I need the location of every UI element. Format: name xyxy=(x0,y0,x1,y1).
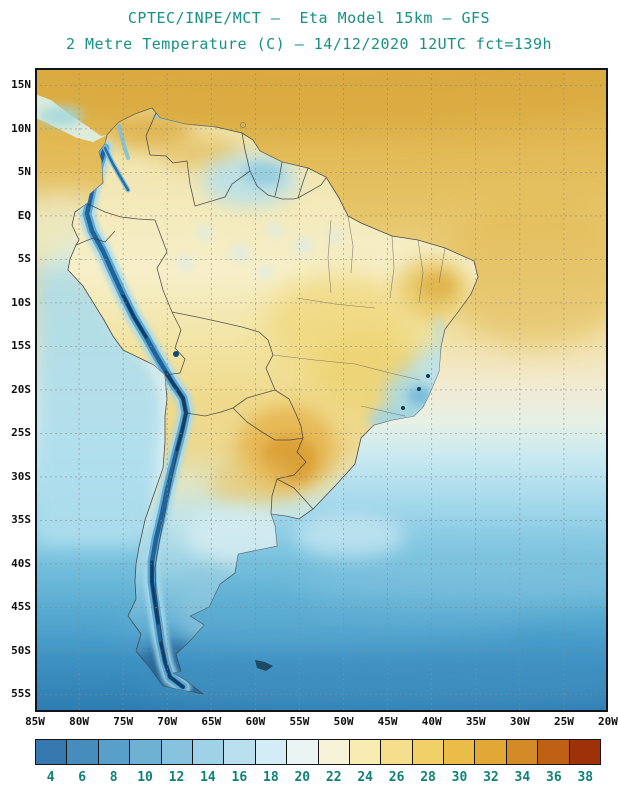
lat-tick-55S: 55S xyxy=(11,687,31,701)
lon-tick-45W: 45W xyxy=(377,715,398,728)
colorbar-cell-24 xyxy=(348,739,382,765)
colorbar-cell-30 xyxy=(443,739,476,765)
colorbar-value-20: 20 xyxy=(294,770,311,785)
colorbar-value-4: 4 xyxy=(46,770,55,785)
colorbar-value-32: 32 xyxy=(483,770,499,785)
colorbar-value-22: 22 xyxy=(325,770,342,785)
lon-tick-60W: 60W xyxy=(245,715,266,728)
lat-tick-5N: 5N xyxy=(17,165,31,179)
lon-tick-35W: 35W xyxy=(465,715,486,728)
colorbar-value-8: 8 xyxy=(109,770,118,785)
pacific-cold-tongue xyxy=(35,236,169,546)
colorbar-cell-18 xyxy=(254,739,288,765)
lon-tick-50W: 50W xyxy=(333,715,354,728)
colorbar-value-16: 16 xyxy=(231,770,248,785)
lon-tick-55W: 55W xyxy=(289,715,310,728)
colorbar-cell-8 xyxy=(97,739,131,765)
colorbar-value-10: 10 xyxy=(137,770,153,785)
colorbar-value-38: 38 xyxy=(577,770,594,785)
colorbar-value-14: 14 xyxy=(200,770,216,785)
colorbar-value-28: 28 xyxy=(420,770,436,785)
lat-tick-15N: 15N xyxy=(11,78,31,92)
colorbar-cell-38 xyxy=(568,739,602,765)
colorbar-cell-22 xyxy=(317,739,350,765)
colorbar-cell-16 xyxy=(223,739,256,765)
lake-titicaca xyxy=(173,351,179,357)
lon-tick-80W: 80W xyxy=(69,715,89,728)
colorbar-cell-32 xyxy=(474,739,507,765)
islands-and-lakes xyxy=(173,122,430,671)
colorbar-cell-10 xyxy=(129,739,162,765)
lon-tick-65W: 65W xyxy=(201,715,222,728)
lat-tick-15S: 15S xyxy=(11,339,31,353)
colorbar-value-36: 36 xyxy=(546,770,562,785)
lat-tick-50S: 50S xyxy=(11,643,31,657)
lat-tick-5S: 5S xyxy=(17,252,31,266)
lon-tick-70W: 70W xyxy=(157,715,178,728)
country-borders xyxy=(75,112,446,669)
colorbar-cell-26 xyxy=(380,739,413,765)
colorbar-cell-6 xyxy=(66,739,99,765)
colorbar-cell-4 xyxy=(35,739,68,765)
map-frame xyxy=(35,68,608,712)
colorbar-value-30: 30 xyxy=(451,770,468,785)
lat-tick-40S: 40S xyxy=(11,556,31,570)
lon-tick-25W: 25W xyxy=(553,715,574,728)
lon-tick-20W: 20W xyxy=(598,715,618,728)
lat-tick-10N: 10N xyxy=(11,121,31,135)
central-america-land xyxy=(35,94,107,142)
colorbar-value-18: 18 xyxy=(263,770,279,785)
lat-tick-45S: 45S xyxy=(11,600,31,614)
colorbar-value-26: 26 xyxy=(388,770,405,785)
title-line-1: CPTEC/INPE/MCT — Eta Model 15km — GFS xyxy=(127,9,491,27)
colorbar-cell-12 xyxy=(160,739,193,765)
lat-tick-35S: 35S xyxy=(11,513,31,527)
lat-tick-10S: 10S xyxy=(11,295,31,309)
lat-tick-EQ: EQ xyxy=(17,208,31,222)
falkland-islands xyxy=(255,660,273,671)
lon-tick-40W: 40W xyxy=(421,715,442,728)
temperature-map xyxy=(35,68,608,712)
colorbar-cell-14 xyxy=(191,739,225,765)
lat-tick-30S: 30S xyxy=(11,469,31,483)
colorbar-cell-36 xyxy=(537,739,570,765)
colorbar-value-6: 6 xyxy=(78,770,87,785)
lat-tick-20S: 20S xyxy=(11,382,31,396)
lon-tick-30W: 30W xyxy=(509,715,530,728)
colorbar-value-24: 24 xyxy=(357,770,373,785)
title-line-2: 2 Metre Temperature (C) — 14/12/2020 12U… xyxy=(65,35,553,53)
colorbar-value-34: 34 xyxy=(514,770,531,785)
lon-tick-85W: 85W xyxy=(25,715,45,728)
lon-tick-75W: 75W xyxy=(113,715,134,728)
colorbar-cell-34 xyxy=(505,739,539,765)
lat-tick-25S: 25S xyxy=(11,426,31,440)
colorbar-cell-28 xyxy=(411,739,445,765)
colorbar-value-12: 12 xyxy=(168,770,185,785)
temperature-colorbar xyxy=(35,739,602,765)
colorbar-cell-20 xyxy=(286,739,319,765)
